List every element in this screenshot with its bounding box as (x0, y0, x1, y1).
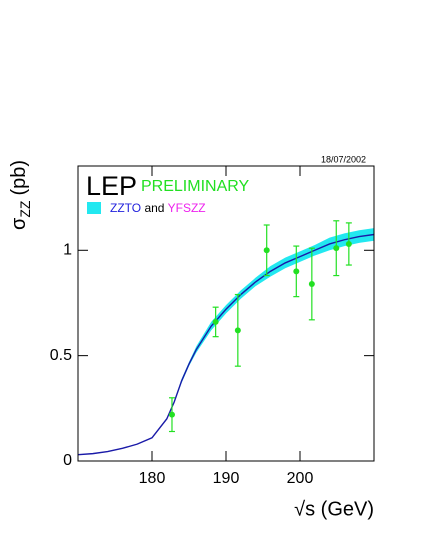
theory-band (78, 228, 374, 455)
y-axis-label: σZZ (pb) (8, 160, 32, 230)
data-point (234, 327, 241, 334)
x-tick-label: 190 (213, 470, 240, 487)
data-point (263, 247, 270, 254)
y-tick-label: 1 (63, 242, 72, 259)
legend-model-b: YFSZZ (168, 201, 206, 215)
x-tick-label: 180 (139, 470, 166, 487)
chart-subtitle: PRELIMINARY (141, 178, 250, 195)
legend-text: ZZTO and YFSZZ (110, 201, 206, 215)
plot-area (78, 220, 374, 456)
data-point (333, 245, 340, 252)
theory-curve (78, 233, 374, 456)
legend-model-a: ZZTO (110, 201, 141, 215)
data-point (168, 411, 175, 418)
x-axis-label: √s (GeV) (294, 498, 374, 520)
legend-joiner: and (144, 201, 164, 215)
x-tick-label: 200 (287, 470, 314, 487)
date-stamp: 18/07/2002 (321, 154, 366, 164)
legend-swatch (87, 202, 101, 214)
y-tick-label: 0 (63, 452, 72, 469)
data-point (293, 268, 300, 275)
y-tick-label: 0.5 (50, 347, 72, 364)
data-point (308, 281, 315, 287)
y-label-unit: (pb) (8, 160, 30, 196)
data-point (212, 318, 219, 325)
chart-title: LEP (86, 171, 137, 201)
y-label-subscript: ZZ (17, 200, 33, 218)
y-label-symbol: σ (8, 217, 30, 230)
data-point (345, 240, 352, 247)
